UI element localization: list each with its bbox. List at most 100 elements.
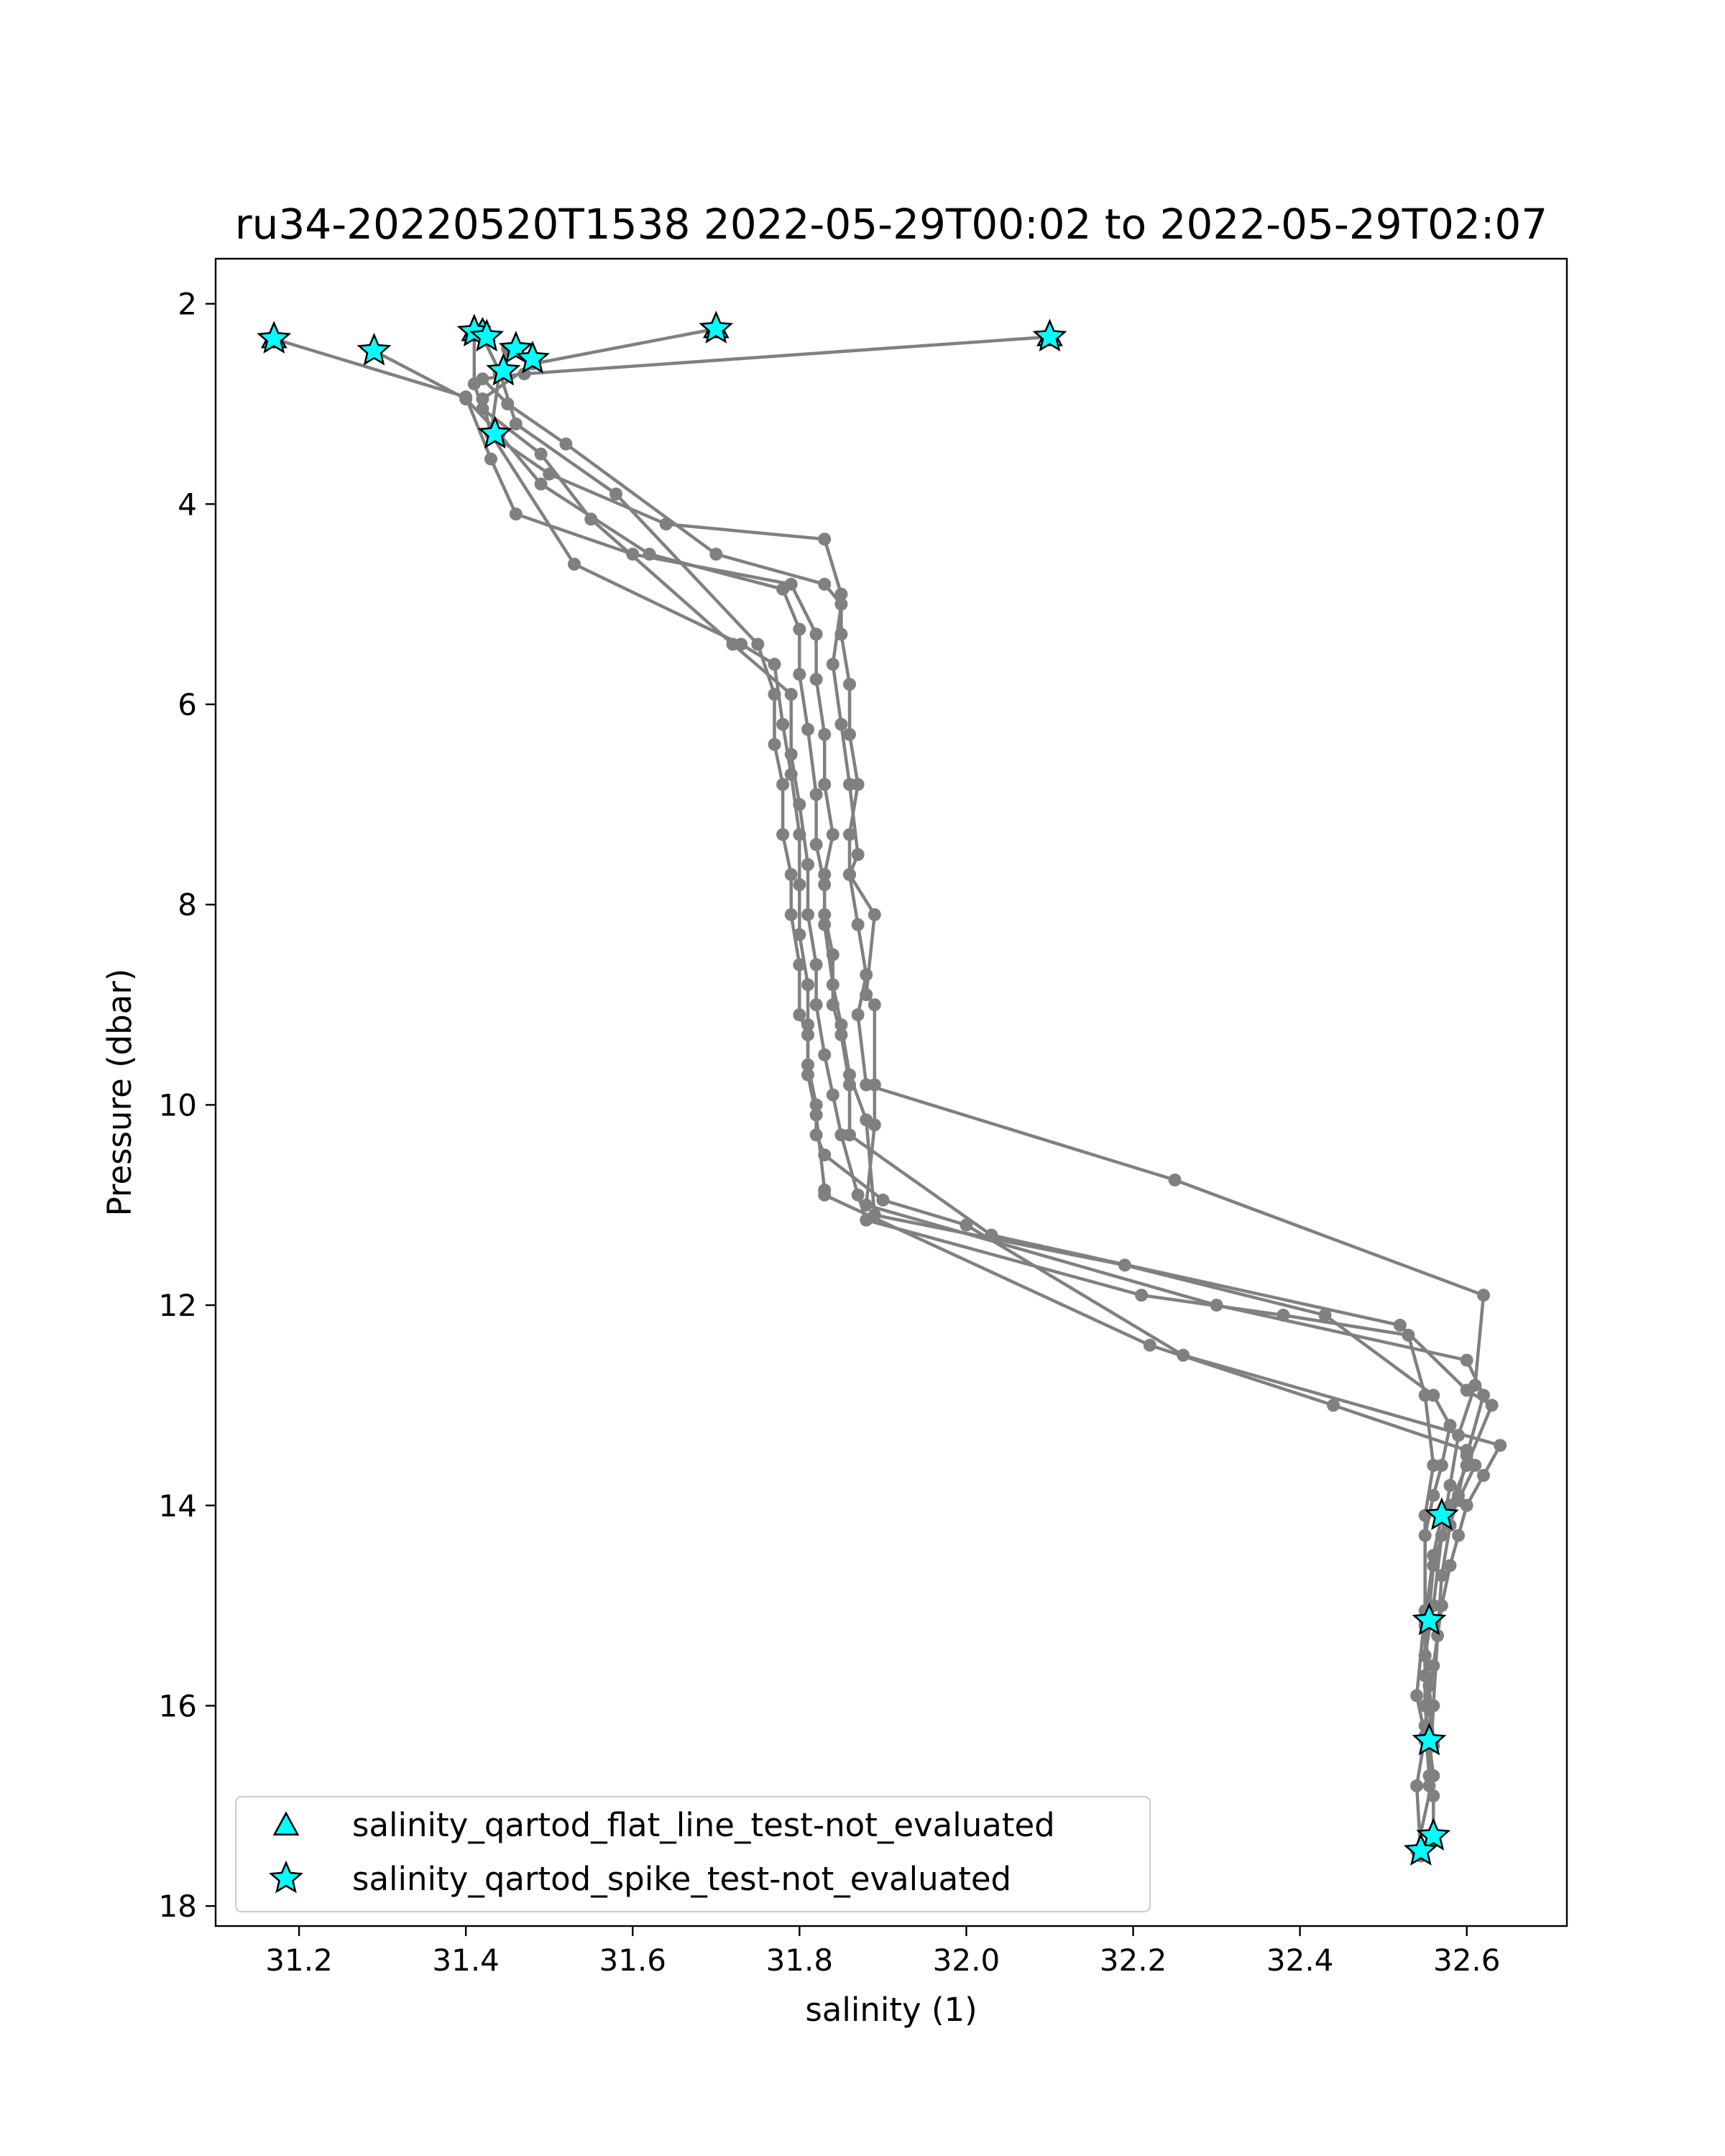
profile-point [509, 507, 523, 521]
y-tick-label: 10 [159, 1087, 197, 1123]
profile-point [834, 717, 848, 731]
profile-point [876, 1193, 890, 1207]
legend-triangle-glyph [272, 1811, 300, 1835]
profile-point [793, 1008, 806, 1021]
y-axis-label: Pressure (dbar) [101, 969, 139, 1217]
spike-test-marker [1424, 1497, 1459, 1531]
profile-point [735, 637, 748, 651]
profile-point [801, 858, 814, 871]
profile-point [1460, 1498, 1473, 1512]
profile-point [1276, 1309, 1290, 1322]
chart-title: ru34-20220520T1538 2022-05-29T00:02 to 2… [235, 200, 1547, 249]
x-tick-label: 32.6 [1433, 1943, 1501, 1978]
spike-test-marker [477, 415, 512, 449]
y-tick-label: 16 [159, 1688, 197, 1723]
profile-point [776, 828, 790, 842]
x-tick-label: 31.2 [265, 1943, 333, 1978]
spike-test-marker [699, 310, 734, 344]
profile-point [809, 788, 823, 801]
legend-triangle-marker [272, 1811, 300, 1835]
profile-point [834, 1018, 848, 1031]
profile-point [801, 722, 814, 736]
profile-point [843, 678, 856, 691]
profile-point [1443, 1559, 1457, 1572]
profile-point [484, 452, 497, 466]
profile-point [610, 487, 622, 501]
profile-point [818, 577, 832, 591]
profile-point [793, 928, 806, 941]
profile-point [851, 918, 865, 931]
plot-area [257, 310, 1507, 1866]
profile-point [826, 1088, 840, 1102]
profile-point [1477, 1289, 1490, 1302]
profile-point [1168, 1173, 1182, 1187]
profile-point [793, 828, 806, 842]
profile-point [1143, 1338, 1156, 1352]
spike-test-marker [1403, 1833, 1438, 1866]
profile-point [809, 673, 823, 686]
profile-point [1135, 1289, 1149, 1302]
profile-point [1460, 1444, 1473, 1457]
profile-point [818, 877, 832, 891]
profile-point [801, 1018, 814, 1031]
profile-point [534, 477, 548, 491]
profile-point [860, 1113, 873, 1127]
profile-point [1427, 1549, 1440, 1562]
profile-point [584, 512, 598, 526]
profile-point [818, 1148, 832, 1162]
profile-point [559, 437, 573, 451]
profile-point [818, 778, 832, 791]
profile-point [843, 1068, 856, 1082]
profile-point [1177, 1348, 1190, 1362]
profile-point [1427, 1659, 1440, 1672]
profile-point [834, 1128, 848, 1142]
y-tick-label: 4 [178, 487, 197, 522]
profile-point [843, 867, 856, 881]
spike-test-marker [257, 321, 292, 354]
x-tick-label: 32.2 [1100, 1943, 1167, 1978]
profile-point [1410, 1779, 1424, 1792]
profile-point [809, 958, 823, 972]
y-tick-label: 12 [159, 1288, 197, 1323]
profile-point [818, 918, 832, 931]
legend-label-spike: salinity_qartod_spike_test-not_evaluated [352, 1860, 1011, 1898]
profile-point [834, 587, 848, 601]
profile-point [1422, 1769, 1436, 1782]
profile-point [809, 1098, 823, 1112]
profile-point [868, 908, 881, 921]
legend-star-marker [269, 1860, 303, 1894]
profile-point [568, 558, 581, 571]
profile-point [826, 658, 840, 671]
y-tick-label: 8 [178, 888, 197, 923]
profile-point [843, 828, 856, 842]
profile-point [868, 998, 881, 1012]
profile-point [459, 392, 473, 406]
profile-point [784, 908, 798, 921]
profile-point [818, 533, 832, 546]
profile-point [1410, 1689, 1424, 1703]
profile-point [776, 778, 790, 791]
profile-point [809, 627, 823, 641]
profile-point [509, 417, 523, 430]
profile-point [851, 1008, 865, 1021]
profile-point [1452, 1529, 1466, 1542]
profile-point [768, 737, 781, 751]
profile-point [1402, 1328, 1415, 1342]
x-axis: 31.2 31.4 31.6 31.8 32.0 32.2 32.4 32.6 [265, 1926, 1500, 1978]
profile-point [826, 828, 840, 842]
profile-point [1427, 1459, 1440, 1472]
spike-test-marker [356, 333, 392, 366]
profile-point [534, 447, 548, 461]
legend-label-flat-line: salinity_qartod_flat_line_test-not_evalu… [352, 1806, 1055, 1844]
legend-star-glyph [269, 1860, 303, 1894]
profile-point [1435, 1599, 1448, 1613]
profile-point [801, 1058, 814, 1072]
profile-point [784, 768, 798, 781]
profile-point [1477, 1469, 1490, 1482]
profile-point [768, 658, 781, 671]
x-tick-label: 31.4 [432, 1943, 500, 1978]
profile-point [784, 867, 798, 881]
profile-point [1418, 1388, 1432, 1402]
spike-test-marker [1416, 1818, 1451, 1851]
